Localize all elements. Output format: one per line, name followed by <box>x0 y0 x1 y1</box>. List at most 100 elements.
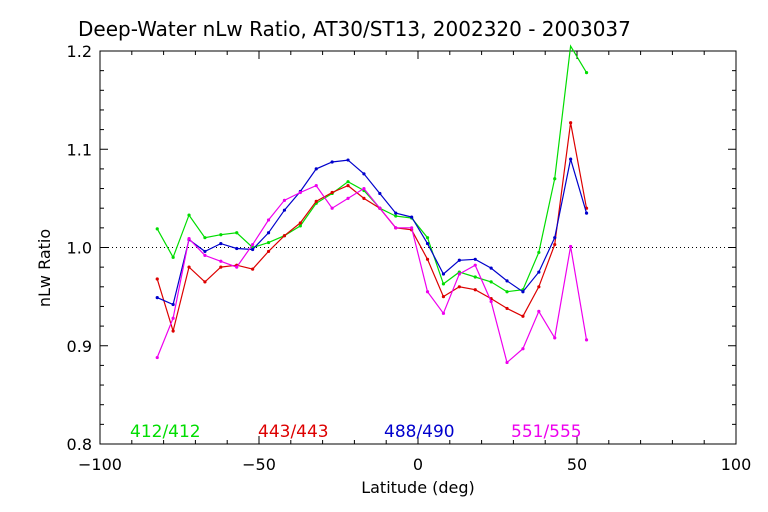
legend-entry: 412/412 <box>130 422 201 442</box>
data-point-412-412 <box>346 180 350 184</box>
series-488-490 <box>155 157 589 307</box>
data-point-488-490 <box>425 241 430 246</box>
data-point-551-555 <box>203 253 207 257</box>
data-point-443-443 <box>505 306 509 311</box>
data-point-412-412 <box>203 236 207 240</box>
data-point-488-490 <box>219 241 223 246</box>
data-point-551-555 <box>298 190 302 195</box>
data-point-551-555 <box>330 206 334 210</box>
data-point-412-412 <box>537 250 541 255</box>
data-point-443-443 <box>457 285 461 289</box>
data-point-551-555 <box>394 226 398 230</box>
data-point-412-412 <box>171 255 175 259</box>
x-axis-label: Latitude (deg) <box>361 478 475 497</box>
data-point-551-555 <box>378 206 382 210</box>
data-point-551-555 <box>425 290 430 294</box>
data-point-551-555 <box>489 299 493 304</box>
data-point-412-412 <box>155 227 159 231</box>
data-point-443-443 <box>346 184 350 188</box>
data-point-551-555 <box>314 184 318 188</box>
data-point-551-555 <box>266 218 271 222</box>
data-point-443-443 <box>521 314 525 318</box>
data-point-551-555 <box>155 355 159 360</box>
series-443-443 <box>155 121 589 334</box>
data-point-551-555 <box>362 186 366 191</box>
data-point-443-443 <box>203 280 207 284</box>
data-point-488-490 <box>346 158 350 162</box>
legend-entry: 551/555 <box>511 422 582 442</box>
data-point-443-443 <box>330 190 334 195</box>
series-line-443-443 <box>156 122 588 334</box>
data-point-412-412 <box>266 240 271 245</box>
data-point-443-443 <box>537 285 541 289</box>
data-point-551-555 <box>187 237 191 241</box>
data-point-488-490 <box>569 157 573 161</box>
series-line-488-490 <box>156 158 588 306</box>
data-point-551-555 <box>457 272 461 276</box>
data-point-412-412 <box>425 236 430 240</box>
data-point-443-443 <box>219 265 223 269</box>
series-line-551-555 <box>156 184 588 364</box>
data-point-488-490 <box>473 257 477 261</box>
data-point-488-490 <box>203 249 207 254</box>
data-point-412-412 <box>298 224 302 228</box>
data-point-443-443 <box>266 249 271 254</box>
data-point-488-490 <box>441 272 446 276</box>
y-tick-label: 1.1 <box>67 140 92 159</box>
series-551-555 <box>155 184 589 365</box>
y-tick-label: 0.9 <box>67 337 92 356</box>
legend: 412/412 443/443 488/490 551/555 <box>130 422 582 442</box>
data-point-551-555 <box>219 259 223 263</box>
data-point-488-490 <box>410 215 414 219</box>
series-line-412-412 <box>156 44 588 293</box>
x-tick-label: 50 <box>567 455 587 474</box>
series-412-412 <box>155 44 589 294</box>
data-point-412-412 <box>187 213 191 217</box>
x-tick-label: −50 <box>242 455 276 474</box>
data-point-488-490 <box>537 270 541 274</box>
data-point-551-555 <box>282 198 287 202</box>
axis-ticks: −100 −50 0 50 100 0.8 0.9 1.0 1.1 1.2 <box>67 42 752 474</box>
y-axis-label: nLw Ratio <box>35 229 54 307</box>
data-point-488-490 <box>394 211 398 215</box>
data-point-551-555 <box>505 360 509 365</box>
data-point-412-412 <box>505 290 509 294</box>
data-point-488-490 <box>489 266 493 270</box>
data-point-488-490 <box>155 296 159 300</box>
data-point-551-555 <box>537 309 541 313</box>
data-point-488-490 <box>584 211 589 215</box>
data-point-443-443 <box>298 221 302 225</box>
data-point-551-555 <box>521 347 525 351</box>
x-tick-label: −100 <box>78 455 122 474</box>
data-point-443-443 <box>282 234 287 238</box>
data-point-443-443 <box>362 196 366 200</box>
data-point-551-555 <box>553 336 557 340</box>
x-tick-label: 0 <box>413 455 423 474</box>
data-point-488-490 <box>505 279 509 283</box>
data-point-488-490 <box>457 258 461 262</box>
data-point-551-555 <box>473 263 477 267</box>
series-layer <box>155 44 589 365</box>
data-point-551-555 <box>346 196 350 200</box>
chart-title: Deep-Water nLw Ratio, AT30/ST13, 2002320… <box>78 17 631 41</box>
data-point-443-443 <box>569 121 573 125</box>
y-tick-label: 1.2 <box>67 42 92 61</box>
data-point-551-555 <box>584 338 589 342</box>
data-point-443-443 <box>441 295 446 299</box>
y-tick-label: 1.0 <box>67 239 92 258</box>
data-point-488-490 <box>266 231 271 235</box>
data-point-443-443 <box>314 199 318 203</box>
data-point-443-443 <box>473 288 477 292</box>
data-point-488-490 <box>553 236 557 240</box>
data-point-551-555 <box>235 265 239 269</box>
data-point-551-555 <box>251 242 255 247</box>
data-point-412-412 <box>489 280 493 284</box>
data-point-488-490 <box>521 290 525 294</box>
data-point-551-555 <box>410 226 414 230</box>
data-point-488-490 <box>314 167 318 171</box>
data-point-412-412 <box>473 275 477 279</box>
data-point-412-412 <box>553 177 557 181</box>
data-point-412-412 <box>219 233 223 237</box>
